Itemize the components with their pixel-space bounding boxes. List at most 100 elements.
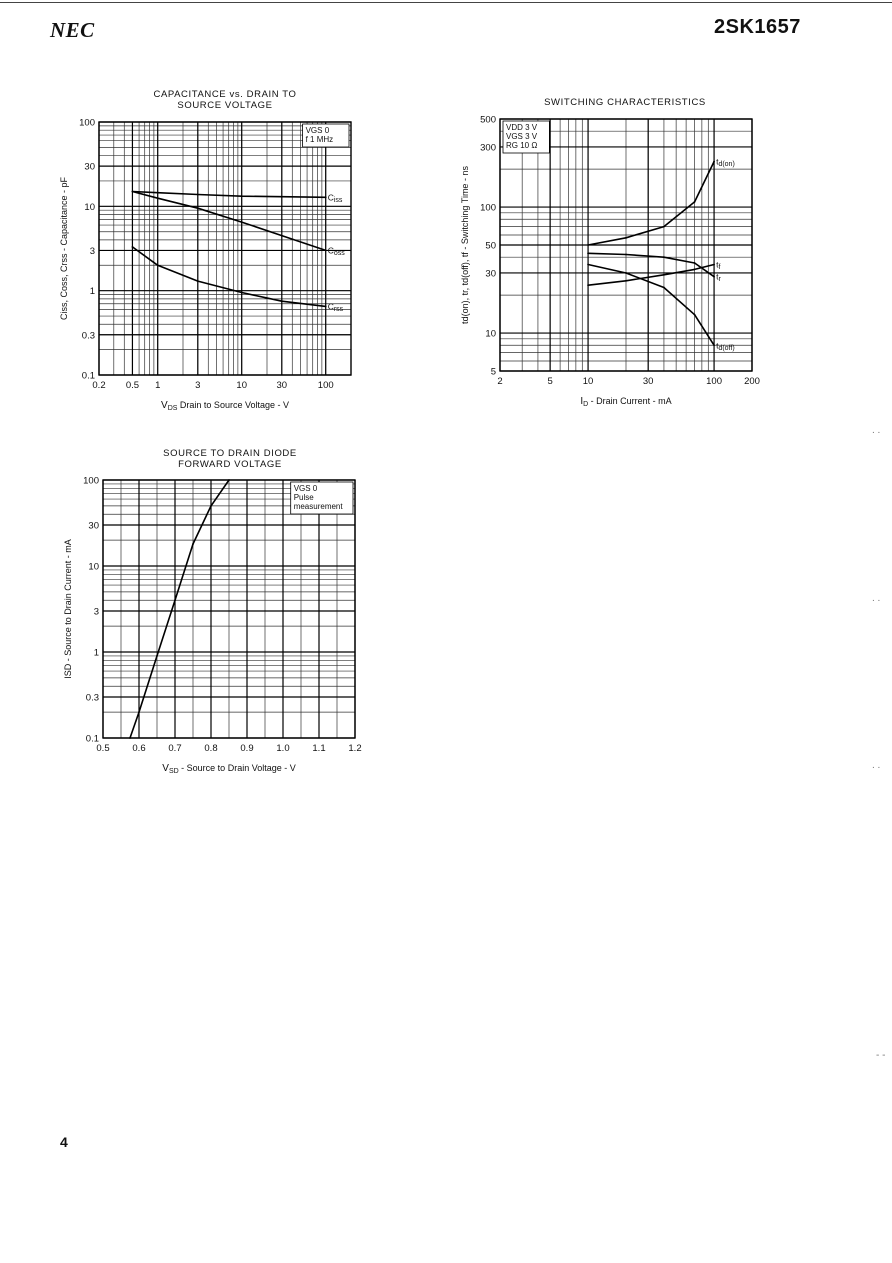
data-point — [156, 264, 159, 267]
x-tick-label: 1.2 — [348, 743, 361, 754]
edge-mark: . . — [872, 425, 881, 436]
data-point — [240, 221, 243, 224]
series-label-main: C — [328, 245, 334, 255]
data-point — [587, 284, 589, 287]
series-label-main: t — [716, 272, 719, 282]
y-tick-label: 30 — [84, 162, 95, 173]
data-point — [625, 236, 627, 239]
x-axis-label-rest: - Source to Drain Voltage - V — [179, 763, 296, 773]
x-tick-label: 1 — [155, 380, 160, 391]
grid — [98, 121, 352, 376]
x-tick-label: 5 — [547, 376, 552, 387]
chart-title: SOURCE VOLTAGE — [177, 100, 272, 111]
y-tick-label: 10 — [485, 329, 496, 340]
legend-line: VDD 3 V — [506, 123, 538, 132]
legend-line: VGS 0 — [294, 484, 318, 493]
data-point — [587, 244, 589, 246]
x-tick-label: 0.7 — [168, 743, 181, 754]
series-label-main: C — [328, 192, 334, 202]
grid — [102, 479, 356, 739]
data-point — [324, 305, 327, 308]
series-label: tr — [716, 272, 721, 284]
data-point — [663, 256, 665, 259]
x-tick-label: 0.5 — [96, 743, 109, 754]
chart-title: SWITCHING CHARACTERISTICS — [544, 97, 706, 108]
legend-line: VGS 3 V — [506, 132, 538, 141]
x-tick-label: 1.0 — [276, 743, 289, 754]
series-line-ciss — [132, 190, 326, 199]
data-point — [587, 252, 589, 255]
series-line-crss — [131, 246, 326, 308]
data-point — [693, 268, 696, 271]
x-axis-label-main: I — [580, 396, 583, 407]
y-tick-label: 0.3 — [86, 692, 99, 703]
series-label: tf — [716, 260, 720, 272]
data-point — [713, 160, 715, 163]
grid — [499, 118, 753, 372]
series-label-main: t — [716, 260, 719, 270]
series-label: td(off) — [716, 340, 735, 352]
series-label-sub: f — [718, 264, 720, 271]
legend-line: measurement — [294, 502, 344, 511]
data-point — [138, 711, 140, 714]
y-tick-label: 500 — [480, 115, 496, 126]
series-label-sub: d(on) — [718, 161, 734, 168]
x-axis-label-rest: - Drain Current - mA — [588, 396, 672, 406]
series-label-sub: rss — [334, 306, 344, 313]
data-point — [196, 280, 199, 282]
x-tick-label: 0.5 — [126, 380, 139, 391]
y-axis-label: td(on), tr, td(off), tf - Switching Time… — [460, 166, 470, 324]
y-tick-label: 0.1 — [82, 371, 95, 382]
data-point — [210, 504, 212, 507]
data-point — [196, 207, 199, 210]
data-point — [192, 543, 194, 545]
part-number: 2SK1657 — [714, 16, 801, 38]
y-tick-label: 100 — [480, 203, 496, 214]
series-label-main: C — [328, 301, 334, 311]
data-point — [228, 479, 230, 481]
data-point — [663, 225, 665, 228]
data-point — [131, 190, 134, 193]
legend-line: RG 10 Ω — [506, 141, 537, 150]
data-point — [663, 286, 665, 289]
data-point — [713, 275, 715, 278]
data-point — [156, 191, 159, 194]
legend: VGS 0f 1 MHz — [302, 123, 350, 148]
x-tick-label: 200 — [744, 376, 760, 387]
y-tick-label: 100 — [79, 118, 95, 129]
data-point — [324, 196, 327, 199]
x-axis-label: ID - Drain Current - mA — [580, 396, 671, 408]
x-tick-label: 10 — [583, 376, 594, 387]
page-number: 4 — [60, 1134, 68, 1150]
x-axis-label: VDS Drain to Source Voltage - V — [161, 400, 289, 412]
data-point — [280, 234, 283, 237]
x-tick-label: 0.6 — [132, 743, 145, 754]
series-label: Crss — [328, 301, 344, 313]
data-point — [587, 263, 589, 266]
y-tick-label: 0.1 — [86, 734, 99, 745]
data-point — [131, 246, 134, 248]
data-point — [693, 262, 696, 264]
y-tick-label: 10 — [84, 202, 95, 213]
edge-mark: - - — [876, 1050, 886, 1061]
series-label-main: t — [716, 340, 719, 350]
x-tick-label: 3 — [195, 380, 200, 391]
x-axis-label: VSD - Source to Drain Voltage - V — [162, 763, 295, 775]
y-tick-label: 50 — [485, 241, 496, 252]
legend-line: VGS 0 — [306, 126, 330, 135]
data-point — [240, 291, 243, 294]
y-tick-label: 300 — [480, 142, 496, 153]
data-point — [625, 272, 627, 274]
y-tick-label: 3 — [94, 606, 99, 617]
series-label-sub: iss — [334, 197, 343, 204]
series-label: td(on) — [716, 156, 735, 168]
y-axis-label: ISD - Source to Drain Current - mA — [63, 539, 73, 679]
y-tick-label: 1 — [94, 648, 99, 659]
x-axis-label-main: V — [161, 400, 168, 411]
x-tick-label: 1.1 — [312, 743, 325, 754]
y-tick-label: 10 — [88, 562, 99, 573]
